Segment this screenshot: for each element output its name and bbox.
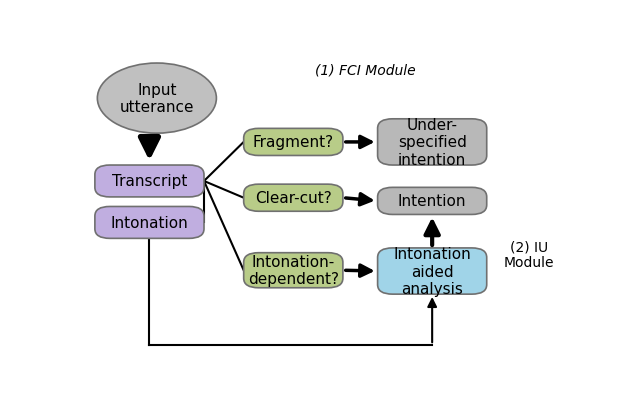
FancyBboxPatch shape xyxy=(244,253,343,288)
Text: (2) IU
Module: (2) IU Module xyxy=(504,240,554,270)
FancyBboxPatch shape xyxy=(378,119,486,166)
Text: Intonation-
dependent?: Intonation- dependent? xyxy=(248,254,339,287)
Text: Clear-cut?: Clear-cut? xyxy=(255,191,332,206)
Text: Intention: Intention xyxy=(398,194,467,209)
Text: (1) FCI Module: (1) FCI Module xyxy=(315,63,415,77)
Text: Transcript: Transcript xyxy=(112,174,187,189)
Text: Input
utterance: Input utterance xyxy=(120,83,194,115)
FancyBboxPatch shape xyxy=(378,188,486,215)
FancyBboxPatch shape xyxy=(378,248,486,294)
FancyBboxPatch shape xyxy=(95,207,204,239)
Text: Intonation: Intonation xyxy=(111,216,188,230)
Text: Fragment?: Fragment? xyxy=(253,135,334,150)
FancyBboxPatch shape xyxy=(95,166,204,197)
Ellipse shape xyxy=(97,64,216,134)
Text: Intonation
aided
analysis: Intonation aided analysis xyxy=(394,247,471,296)
Text: Under-
specified
intention: Under- specified intention xyxy=(397,118,467,167)
FancyBboxPatch shape xyxy=(244,129,343,156)
FancyBboxPatch shape xyxy=(244,185,343,212)
